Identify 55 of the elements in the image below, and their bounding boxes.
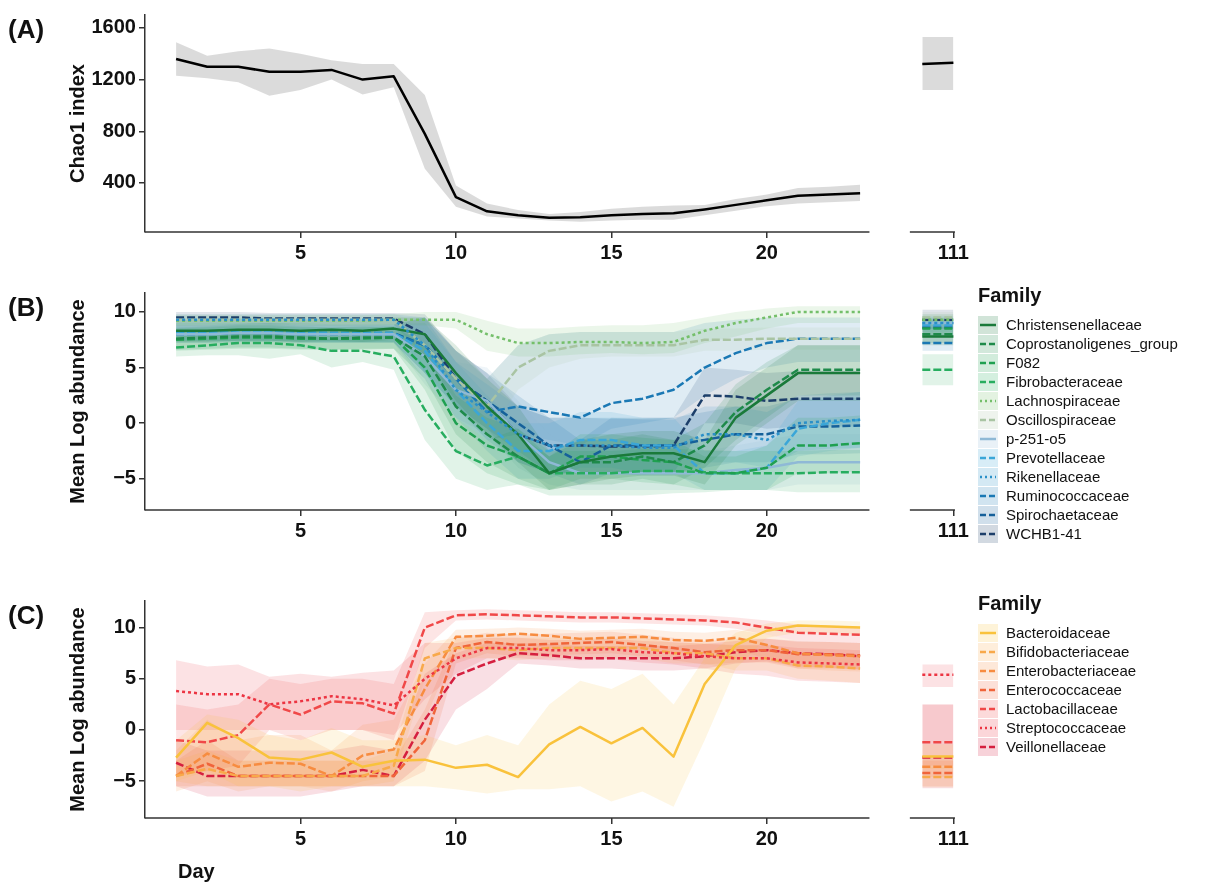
y-axis-title: Mean Log abundance bbox=[65, 607, 88, 812]
legend-label: Enterobacteriaceae bbox=[1006, 662, 1137, 679]
legend-label: Lachnospiraceae bbox=[1006, 392, 1121, 409]
x-tick-label: 20 bbox=[755, 240, 778, 263]
x-tick-label: 5 bbox=[294, 826, 307, 849]
y-tick-label: 10 bbox=[113, 615, 136, 638]
x-tick-label: 111 bbox=[937, 826, 969, 849]
y-axis-title: Mean Log abundance bbox=[65, 299, 88, 504]
y-tick-label: 1600 bbox=[91, 15, 136, 38]
x-tick-label: 10 bbox=[444, 826, 468, 849]
y-tick-label: 800 bbox=[102, 118, 136, 141]
y-tick-label: 10 bbox=[113, 299, 136, 322]
x-tick-label: 5 bbox=[294, 240, 307, 263]
legend-label: Rikenellaceae bbox=[1006, 468, 1101, 485]
x-tick-label: 20 bbox=[755, 826, 778, 849]
x-tick-label: 15 bbox=[600, 826, 623, 849]
y-tick-label: −5 bbox=[113, 768, 136, 791]
legend-label: Bacteroidaceae bbox=[1006, 624, 1111, 641]
x-tick-label: 15 bbox=[600, 240, 623, 263]
legend-label: Christensenellaceae bbox=[1006, 316, 1142, 333]
legend-label: Coprostanoligenes_group bbox=[1006, 335, 1178, 352]
x-tick-label: 111 bbox=[937, 240, 969, 263]
legend-label: WCHB1-41 bbox=[1006, 525, 1082, 542]
chart-title: (B) bbox=[8, 292, 45, 323]
legend-title: Family bbox=[978, 592, 1043, 615]
legend-label: Bifidobacteriaceae bbox=[1006, 643, 1130, 660]
y-tick-label: −5 bbox=[113, 466, 136, 489]
x-tick-label: 10 bbox=[444, 518, 468, 541]
x-tick-label: 5 bbox=[294, 518, 307, 541]
legend-label: Ruminococcaceae bbox=[1006, 487, 1130, 504]
legend-label: Lactobacillaceae bbox=[1006, 700, 1118, 717]
y-tick-label: 0 bbox=[124, 717, 136, 740]
chart-title: (C) bbox=[8, 600, 45, 631]
y-tick-label: 0 bbox=[124, 410, 136, 433]
chart-title: (A) bbox=[8, 14, 45, 45]
y-tick-label: 1200 bbox=[91, 67, 136, 90]
legend-label: Veillonellaceae bbox=[1006, 738, 1107, 755]
x-tick-label: 10 bbox=[444, 240, 468, 263]
x-tick-label: 111 bbox=[937, 518, 969, 541]
x-tick-label: 20 bbox=[755, 518, 778, 541]
y-tick-label: 5 bbox=[124, 666, 136, 689]
x-tick-label: 15 bbox=[600, 518, 623, 541]
legend-label: Oscillospiraceae bbox=[1006, 411, 1117, 428]
y-axis-title: Chao1 index bbox=[65, 64, 88, 183]
y-tick-label: 400 bbox=[102, 170, 136, 193]
y-tick-label: 5 bbox=[124, 355, 136, 378]
legend-label: Enterococcaceae bbox=[1006, 681, 1122, 698]
legend-label: F082 bbox=[1006, 354, 1041, 371]
legend-label: Streptococcaceae bbox=[1006, 719, 1127, 736]
legend-label: p-251-o5 bbox=[1006, 430, 1067, 447]
legend-label: Spirochaetaceae bbox=[1006, 506, 1119, 523]
legend-title: Family bbox=[978, 284, 1043, 307]
x-axis-title: Day bbox=[178, 860, 215, 883]
legend-label: Fibrobacteraceae bbox=[1006, 373, 1123, 390]
legend-label: Prevotellaceae bbox=[1006, 449, 1106, 466]
